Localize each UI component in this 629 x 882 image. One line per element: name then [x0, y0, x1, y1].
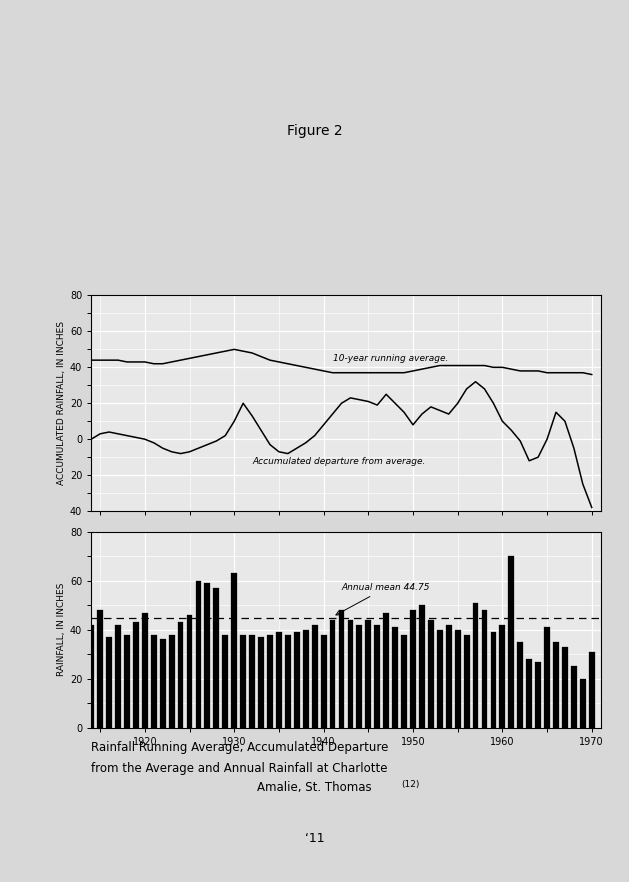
Bar	[258, 637, 264, 728]
Bar	[365, 620, 371, 728]
Bar	[142, 612, 148, 728]
Bar	[303, 630, 309, 728]
Bar	[526, 659, 532, 728]
Text: Rainfall Running Average, Accumulated Departure: Rainfall Running Average, Accumulated De…	[91, 742, 389, 754]
Bar	[124, 634, 130, 728]
Bar	[562, 647, 568, 728]
Bar	[455, 630, 460, 728]
Bar	[106, 637, 112, 728]
Text: ‘11: ‘11	[304, 833, 325, 845]
Bar	[115, 624, 121, 728]
Text: 10-year running average.: 10-year running average.	[333, 354, 448, 363]
Bar	[347, 620, 353, 728]
Y-axis label: RAINFALL, IN INCHES: RAINFALL, IN INCHES	[57, 583, 65, 676]
Bar	[160, 639, 165, 728]
Text: from the Average and Annual Rainfall at Charlotte: from the Average and Annual Rainfall at …	[91, 762, 387, 774]
Bar	[392, 627, 398, 728]
Bar	[97, 610, 103, 728]
Bar	[589, 652, 594, 728]
Bar	[294, 632, 299, 728]
Bar	[177, 623, 184, 728]
Bar	[338, 610, 345, 728]
Bar	[276, 632, 282, 728]
Bar	[383, 612, 389, 728]
Bar	[357, 624, 362, 728]
Text: Accumulated departure from average.: Accumulated departure from average.	[252, 458, 425, 467]
Bar	[580, 678, 586, 728]
Bar	[508, 557, 515, 728]
Bar	[187, 615, 192, 728]
Bar	[133, 623, 139, 728]
Bar	[151, 634, 157, 728]
Bar	[517, 642, 523, 728]
Bar	[482, 610, 487, 728]
Text: Annual mean 44.75: Annual mean 44.75	[336, 584, 430, 615]
Bar	[464, 634, 469, 728]
Bar	[401, 634, 407, 728]
Bar	[491, 632, 496, 728]
Text: Amalie, St. Thomas: Amalie, St. Thomas	[257, 781, 372, 794]
Bar	[196, 580, 201, 728]
Bar	[437, 630, 443, 728]
Bar	[321, 634, 326, 728]
Bar	[204, 583, 210, 728]
Bar	[428, 620, 434, 728]
Bar	[312, 624, 318, 728]
Bar	[374, 624, 380, 728]
Bar	[249, 634, 255, 728]
Bar	[285, 634, 291, 728]
Bar	[535, 662, 541, 728]
Bar	[446, 624, 452, 728]
Bar	[240, 634, 246, 728]
Text: Figure 2: Figure 2	[287, 123, 342, 138]
Y-axis label: ACCUMULATED RAINFALL, IN INCHES: ACCUMULATED RAINFALL, IN INCHES	[57, 321, 65, 485]
Bar	[213, 588, 220, 728]
Text: (12): (12)	[401, 780, 420, 789]
Bar	[223, 634, 228, 728]
Bar	[410, 610, 416, 728]
Bar	[231, 573, 237, 728]
Bar	[553, 642, 559, 728]
Bar	[499, 624, 505, 728]
Bar	[419, 605, 425, 728]
Bar	[571, 667, 577, 728]
Bar	[472, 602, 479, 728]
Bar	[544, 627, 550, 728]
Bar	[330, 620, 335, 728]
Bar	[88, 624, 94, 728]
Bar	[267, 634, 273, 728]
Bar	[169, 634, 175, 728]
